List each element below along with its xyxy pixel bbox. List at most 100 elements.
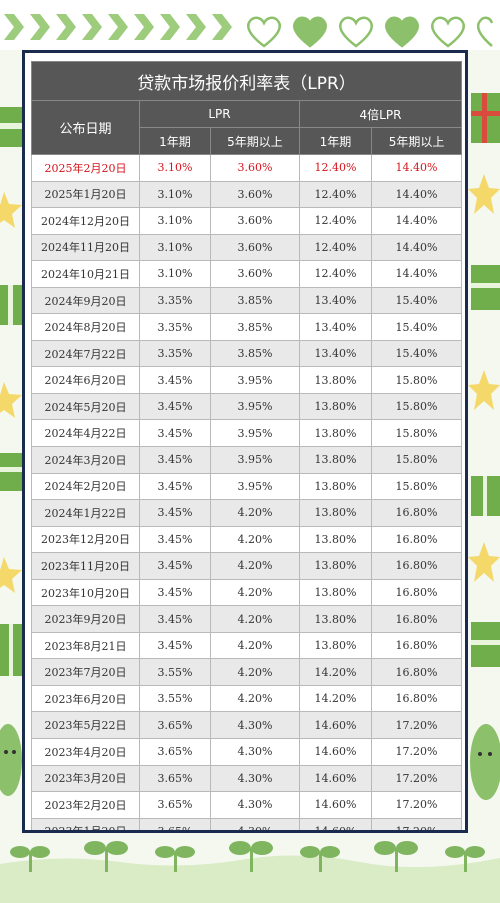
gift-box-icon [0,285,22,325]
row-lpr-5y: 4.20% [210,578,300,607]
bean-character-icon [470,724,500,800]
row-4x-1y: 13.80% [299,552,372,580]
table-row: 2024年11月20日 3.10% 3.60% 12.40% 14.40% [31,233,463,262]
row-lpr-5y: 4.30% [210,711,300,740]
row-lpr-1y: 3.45% [139,472,211,501]
chevron-border-icon [4,14,232,40]
gift-box-icon [0,453,22,491]
row-date: 2024年12月20日 [31,207,140,235]
lpr-table: 贷款市场报价利率表（LPR） 公布日期 LPR 4倍LPR 1年期 5年期以上 … [30,61,463,830]
table-row: 2023年8月21日 3.45% 4.20% 13.80% 16.80% [31,631,463,660]
star-icon [468,370,500,410]
row-4x-1y: 12.40% [299,180,372,209]
row-4x-5y: 16.80% [370,578,463,607]
row-4x-1y: 13.80% [299,446,372,474]
table-row: 2024年10月21日 3.10% 3.60% 12.40% 14.40% [31,260,463,288]
row-lpr-1y: 3.35% [139,286,211,315]
row-date: 2024年5月20日 [31,392,140,421]
row-date: 2024年4月22日 [31,419,140,448]
row-4x-5y: 14.40% [370,260,463,288]
row-date: 2024年3月20日 [31,446,140,474]
row-4x-5y: 14.40% [370,154,463,182]
header-group-lpr: LPR [139,100,300,128]
row-lpr-5y: 3.95% [210,419,300,448]
row-lpr-1y: 3.10% [139,233,211,262]
gift-box-icon [0,107,22,147]
row-lpr-1y: 3.65% [139,791,211,819]
row-4x-1y: 13.80% [299,605,372,633]
row-lpr-5y: 4.30% [210,791,300,819]
row-4x-5y: 17.20% [370,817,463,830]
row-4x-1y: 14.60% [299,791,372,819]
bean-character-icon [0,724,22,796]
row-lpr-5y: 4.20% [210,631,300,660]
row-date: 2025年1月20日 [31,180,140,209]
gift-box-icon [471,265,500,310]
row-4x-5y: 17.20% [370,764,463,793]
row-4x-1y: 13.80% [299,419,372,448]
row-4x-5y: 17.20% [370,791,463,819]
row-lpr-1y: 3.65% [139,817,211,830]
row-4x-5y: 15.80% [370,419,463,448]
table-row: 2023年12月20日 3.45% 4.20% 13.80% 16.80% [31,525,463,554]
row-4x-5y: 15.40% [370,286,463,315]
row-date: 2023年10月20日 [31,578,140,607]
row-lpr-5y: 4.20% [210,684,300,713]
table-body: 2025年2月20日 3.10% 3.60% 12.40% 14.40% 2025年1月2… [31,154,463,830]
row-4x-1y: 12.40% [299,260,372,288]
row-4x-1y: 14.60% [299,711,372,740]
row-date: 2023年1月20日 [31,817,140,830]
star-icon [0,192,22,228]
row-date: 2023年6月20日 [31,684,140,713]
row-date: 2023年3月20日 [31,764,140,793]
row-4x-1y: 13.40% [299,286,372,315]
table-title: 贷款市场报价利率表（LPR） [30,61,463,101]
table-row: 2024年8月20日 3.35% 3.85% 13.40% 15.40% [31,313,463,341]
rate-table-panel: 贷款市场报价利率表（LPR） 公布日期 LPR 4倍LPR 1年期 5年期以上 … [22,50,468,833]
row-date: 2023年5月22日 [31,711,140,740]
header-5y: 5年期以上 [210,127,300,155]
row-4x-5y: 15.80% [370,446,463,474]
gift-box-icon [471,476,500,516]
row-lpr-5y: 4.20% [210,605,300,633]
row-4x-5y: 17.20% [370,738,463,766]
row-date: 2023年7月20日 [31,658,140,686]
row-lpr-5y: 4.30% [210,817,300,830]
row-lpr-1y: 3.10% [139,260,211,288]
row-lpr-1y: 3.45% [139,419,211,448]
table-row: 2024年5月20日 3.45% 3.95% 13.80% 15.80% [31,392,463,421]
row-date: 2023年11月20日 [31,552,140,580]
row-lpr-5y: 3.95% [210,472,300,501]
row-4x-1y: 12.40% [299,154,372,182]
row-lpr-1y: 3.65% [139,764,211,793]
table-row: 2023年1月20日 3.65% 4.30% 14.60% 17.20% [31,817,463,830]
header-group-4x-lpr: 4倍LPR [298,100,463,128]
table-row: 2024年6月20日 3.45% 3.95% 13.80% 15.80% [31,366,463,394]
table-row: 2025年2月20日 3.10% 3.60% 12.40% 14.40% [31,154,463,182]
row-4x-5y: 14.40% [370,233,463,262]
header-4x-1y: 1年期 [299,127,372,155]
row-lpr-1y: 3.45% [139,366,211,394]
row-date: 2024年9月20日 [31,286,140,315]
row-lpr-5y: 4.20% [210,499,300,527]
row-date: 2023年9月20日 [31,605,140,633]
row-lpr-1y: 3.10% [139,154,211,182]
row-4x-1y: 13.80% [299,366,372,394]
row-lpr-5y: 4.20% [210,525,300,554]
gift-box-icon [471,93,500,143]
row-4x-5y: 15.40% [370,313,463,341]
row-4x-5y: 16.80% [370,605,463,633]
row-lpr-1y: 3.10% [139,207,211,235]
row-4x-5y: 14.40% [370,180,463,209]
row-date: 2024年6月20日 [31,366,140,394]
star-icon [468,542,500,582]
row-lpr-5y: 3.95% [210,392,300,421]
row-date: 2023年2月20日 [31,791,140,819]
row-lpr-1y: 3.45% [139,392,211,421]
row-4x-1y: 14.60% [299,738,372,766]
table-row: 2025年1月20日 3.10% 3.60% 12.40% 14.40% [31,180,463,209]
row-4x-5y: 16.80% [370,552,463,580]
row-4x-1y: 13.80% [299,499,372,527]
table-row: 2023年3月20日 3.65% 4.30% 14.60% 17.20% [31,764,463,793]
row-lpr-1y: 3.35% [139,313,211,341]
